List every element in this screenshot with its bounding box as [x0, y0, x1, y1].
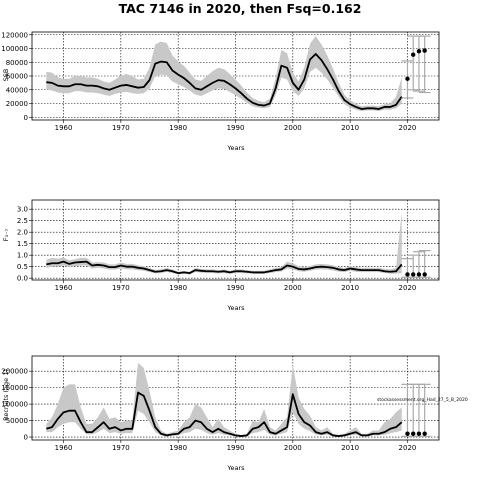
ssb-median-line [46, 53, 403, 110]
ssb-x-tick-label-1: 1970 [112, 124, 130, 132]
fbar-y-axis-label: F₃₋₇ [2, 228, 10, 241]
ssb-proj-point-3 [422, 48, 427, 53]
fbar-proj-point-0 [405, 272, 410, 277]
ssb-y-tick-label-5: 100000 [1, 45, 28, 53]
ssb-x-tick-label-5: 2010 [341, 124, 359, 132]
fbar-plot-area: 1960 1970 1980 1990 2000 2010 2020 0.0 0.5 1.0 1.5… [17, 199, 440, 292]
chart-title: TAC 7146 in 2020, then Fsq=0.162 [119, 1, 362, 16]
recruitment-plot-area: 1960 1970 1980 1990 2000 2010 2020 0 50000 100000… [1, 355, 440, 452]
ssb-x-tick-label-0: 1960 [55, 124, 73, 132]
recruitment-confidence-band [46, 362, 402, 437]
fbar-y-tick-label-6: 3.0 [17, 206, 28, 214]
ssb-x-tick-label-4: 2000 [284, 124, 302, 132]
ssb-y-tick-label-2: 40000 [6, 86, 28, 94]
fbar-x-tick-label-4: 2000 [284, 284, 302, 292]
ssb-y-tick-label-0: 0 [24, 114, 28, 122]
recruitment-x-tick-label-5: 2010 [341, 444, 359, 452]
fbar-x-tick-label-1: 1970 [112, 284, 130, 292]
recruitment-y-tick-label-1: 50000 [6, 417, 28, 425]
recruitment-proj-point-3 [422, 431, 427, 436]
recruitment-proj-point-0 [405, 431, 410, 436]
fbar-x-tick-label-2: 1980 [169, 284, 187, 292]
recruitment-x-tick-label-0: 1960 [55, 444, 73, 452]
fbar-y-tick-label-2: 1.0 [17, 252, 28, 260]
recruitment-proj-point-2 [416, 431, 422, 436]
ssb-panel: 1960 1970 1980 1990 2000 2010 2020 0 20000 40000 6… [1, 31, 440, 152]
recruitment-panel: 1960 1970 1980 1990 2000 2010 2020 0 50000 100000… [1, 355, 468, 472]
fbar-x-tick-label-3: 1990 [227, 284, 245, 292]
recruitment-x-tick-label-4: 2000 [284, 444, 302, 452]
fbar-proj-point-3 [422, 272, 427, 277]
ssb-x-tick-label-3: 1990 [227, 124, 245, 132]
fbar-y-tick-label-3: 1.5 [17, 240, 28, 248]
recruitment-y-tick-label-3: 150000 [1, 384, 28, 392]
ssb-x-tick-label-6: 2020 [399, 124, 417, 132]
fbar-panel: 1960 1970 1980 1990 2000 2010 2020 0.0 0.5 1.0 1.5… [2, 199, 440, 312]
ssb-y-tick-label-3: 60000 [6, 73, 28, 81]
recruitment-y-tick-label-2: 100000 [1, 401, 28, 409]
fbar-x-tick-label-0: 1960 [55, 284, 73, 292]
recruitment-proj-point-1 [411, 431, 416, 436]
ssb-y-axis-label: SSB [2, 69, 10, 82]
recruitment-y-tick-label-0: 0 [24, 434, 28, 442]
fbar-y-tick-label-1: 0.5 [17, 263, 28, 271]
recruitment-x-axis-label: Years [226, 464, 245, 472]
fbar-x-tick-label-6: 2020 [399, 284, 417, 292]
recruitment-median-line [46, 391, 403, 437]
ssb-x-tick-label-2: 1980 [169, 124, 187, 132]
recruitment-y-tick-label-4: 200000 [1, 368, 28, 376]
ssb-x-axis-label: Years [226, 144, 245, 152]
fbar-confidence-band [46, 211, 402, 275]
fbar-median-line [46, 260, 403, 275]
ssb-y-tick-label-4: 80000 [6, 59, 28, 67]
source-annotation: stockassessment.org_Had_27_5_B_2020 [377, 397, 468, 403]
ssb-y-tick-label-1: 20000 [6, 100, 28, 108]
recruitment-x-tick-label-1: 1970 [112, 444, 130, 452]
fbar-x-axis-label: Years [226, 304, 245, 312]
fbar-x-tick-label-5: 2010 [341, 284, 359, 292]
ssb-plot-area: 1960 1970 1980 1990 2000 2010 2020 0 20000 40000 6… [1, 31, 440, 132]
recruitment-x-tick-label-2: 1980 [169, 444, 187, 452]
ssb-y-tick-label-6: 120000 [1, 31, 28, 39]
recruitment-x-tick-label-3: 1990 [227, 444, 245, 452]
fbar-proj-point-2 [416, 272, 422, 277]
fbar-y-tick-label-0: 0.0 [17, 275, 28, 283]
recruitment-x-tick-label-6: 2020 [399, 444, 417, 452]
ssb-proj-point-0 [405, 76, 410, 81]
ssb-proj-point-2 [416, 49, 422, 54]
fbar-proj-point-1 [411, 272, 416, 277]
fbar-y-tick-label-5: 2.5 [17, 217, 28, 225]
ssb-confidence-band [46, 36, 402, 112]
fbar-y-tick-label-4: 2.0 [17, 229, 28, 237]
recruitment-y-axis-label: Recruits (age 1) [2, 369, 10, 421]
ssb-proj-point-1 [411, 52, 416, 57]
